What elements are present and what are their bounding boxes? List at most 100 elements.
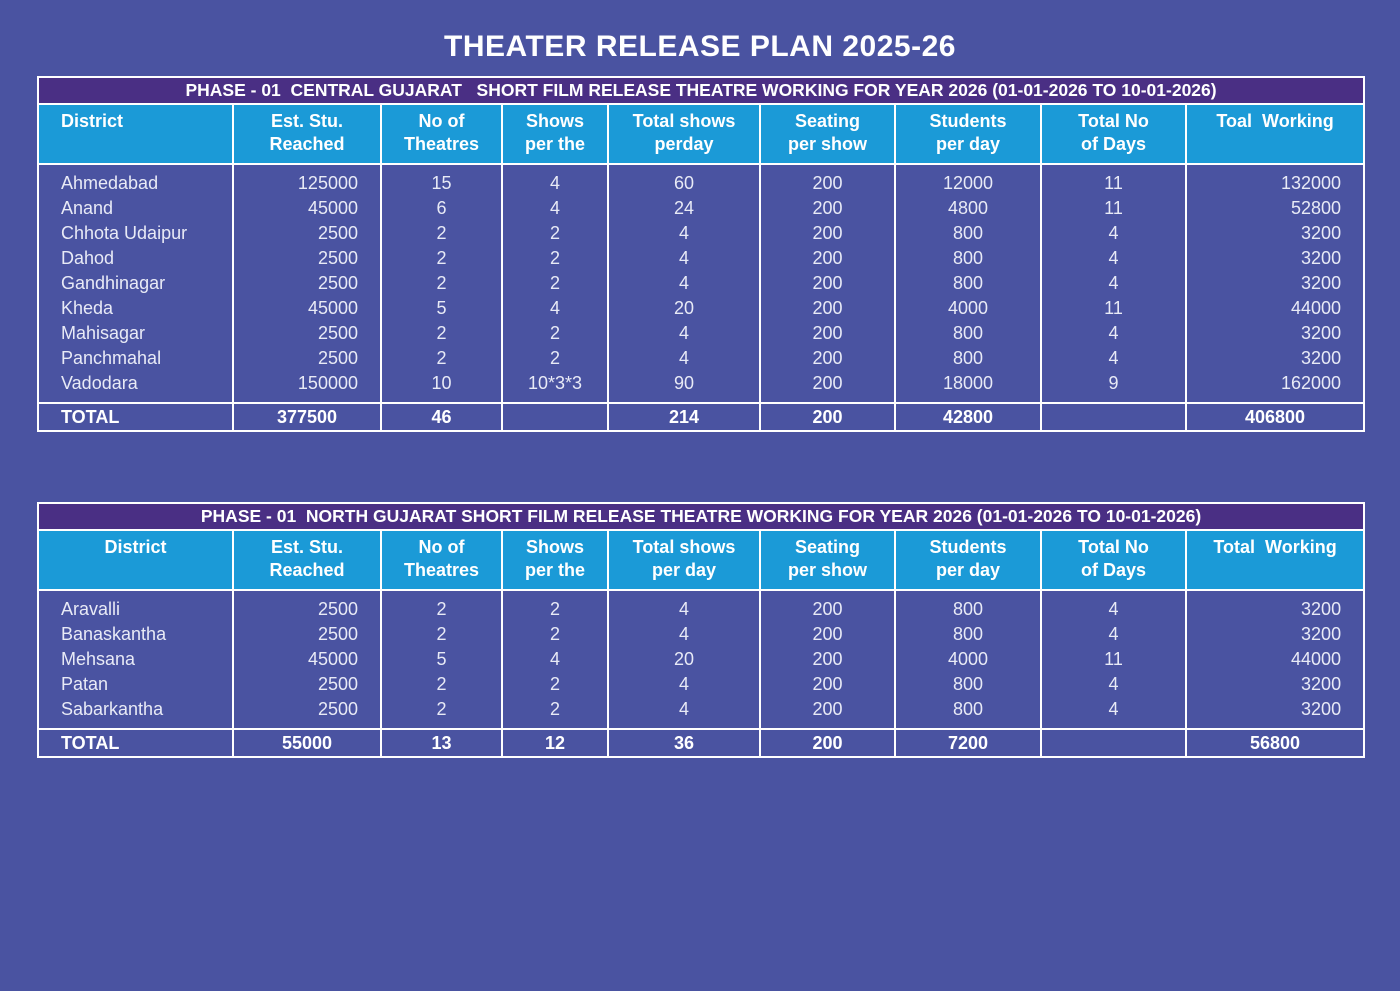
column-header: No of Theatres [380, 529, 503, 591]
table-cell: Chhota Udaipur [37, 221, 234, 246]
column-header: Est. Stu. Reached [232, 529, 382, 591]
header-line: Total No [1078, 537, 1149, 557]
table-cell: 4 [1040, 672, 1187, 697]
data-row: Patan 2500 2 2 4 200 800 4 3200 [37, 672, 1366, 697]
table-cell: 2 [380, 697, 503, 729]
table-cell: 11 [1040, 164, 1187, 196]
table-cell: 800 [894, 321, 1042, 346]
table-cell: 2 [380, 246, 503, 271]
table-cell: 4000 [894, 647, 1042, 672]
total-cell: 46 [380, 402, 503, 432]
table-cell: 3200 [1184, 590, 1366, 622]
total-cell: TOTAL [37, 728, 234, 758]
column-header: Shows per the [501, 529, 609, 591]
table-cell: 2500 [232, 622, 382, 647]
total-cell: 36 [607, 728, 761, 758]
total-cell: 200 [759, 728, 896, 758]
table-cell: 3200 [1184, 697, 1366, 729]
data-row: Dahod 2500 2 2 4 200 800 4 3200 [37, 246, 1366, 271]
data-row: Chhota Udaipur 2500 2 2 4 200 800 4 3200 [37, 221, 1366, 246]
table-cell: 4 [1040, 271, 1187, 296]
table-cell: 4 [607, 590, 761, 622]
table-cell: 2 [501, 271, 609, 296]
column-header: Total Working [1184, 529, 1366, 591]
data-row: Ahmedabad 125000 15 4 60 200 12000 11 132000 [37, 164, 1366, 196]
total-cell [1040, 402, 1187, 432]
table-cell: Vadodara [37, 371, 234, 403]
data-row: Panchmahal 2500 2 2 4 200 800 4 3200 [37, 346, 1366, 371]
table-cell: 4 [1040, 697, 1187, 729]
table-cell: 11 [1040, 647, 1187, 672]
table-cell: 2 [380, 590, 503, 622]
table-cell: 800 [894, 346, 1042, 371]
table-cell: 2500 [232, 246, 382, 271]
table-cell: 5 [380, 296, 503, 321]
caption-row: PHASE - 01 CENTRAL GUJARAT SHORT FILM RE… [36, 76, 1366, 105]
table-cell: 5 [380, 647, 503, 672]
column-header: Total No of Days [1040, 529, 1187, 591]
table-cell: 2 [501, 697, 609, 729]
header-line: per show [787, 560, 867, 580]
table-cell: 2 [501, 590, 609, 622]
table-cell: Sabarkantha [37, 697, 234, 729]
table-cell: Kheda [37, 296, 234, 321]
header-line: Total shows [632, 537, 736, 557]
header-line: of Days [1080, 560, 1147, 580]
column-header: District [37, 103, 234, 165]
header-row: District Est. Stu. Reached No of Theatres Sho… [37, 529, 1366, 591]
table-cell: 4800 [894, 196, 1042, 221]
data-row: Vadodara 150000 10 10*3*3 90 200 18000 9 162000 [37, 371, 1366, 403]
table-cell: 2500 [232, 672, 382, 697]
table-cell: 4 [607, 321, 761, 346]
table-cell: 3200 [1184, 346, 1366, 371]
table-caption: PHASE - 01 CENTRAL GUJARAT SHORT FILM RE… [36, 76, 1366, 105]
header-line: Toal Working [1216, 111, 1334, 131]
total-cell: 13 [380, 728, 503, 758]
table-cell: 200 [759, 697, 896, 729]
table-cell: 4000 [894, 296, 1042, 321]
table-cell: 800 [894, 221, 1042, 246]
table-cell: 4 [607, 271, 761, 296]
table-cell: 52800 [1184, 196, 1366, 221]
header-line: perday [654, 134, 714, 154]
table-cell: Banaskantha [37, 622, 234, 647]
caption-row: PHASE - 01 NORTH GUJARAT SHORT FILM RELE… [36, 502, 1366, 531]
table-cell: 2500 [232, 697, 382, 729]
table-cell: 132000 [1184, 164, 1366, 196]
header-line: Theatres [403, 560, 480, 580]
header-line: Reached [269, 560, 345, 580]
table-cell: Dahod [37, 246, 234, 271]
total-cell [501, 402, 609, 432]
table-cell: 200 [759, 346, 896, 371]
table-cell: 200 [759, 271, 896, 296]
table-cell: 10 [380, 371, 503, 403]
column-header: Shows per the [501, 103, 609, 165]
table-cell: Anand [37, 196, 234, 221]
table-cell: 4 [1040, 321, 1187, 346]
table-cell: 60 [607, 164, 761, 196]
table-cell: 3200 [1184, 321, 1366, 346]
total-cell: TOTAL [37, 402, 234, 432]
table-cell: 800 [894, 622, 1042, 647]
table-cell: 4 [501, 164, 609, 196]
table-cell: 2 [380, 321, 503, 346]
header-line: Shows [525, 111, 584, 131]
total-cell [1040, 728, 1187, 758]
header-line: Est. Stu. [270, 111, 343, 131]
header-line: District [104, 537, 167, 557]
table-cell: 24 [607, 196, 761, 221]
header-line: Total No [1078, 111, 1149, 131]
table-cell: 4 [607, 246, 761, 271]
table-cell: 800 [894, 246, 1042, 271]
total-cell: 56800 [1184, 728, 1366, 758]
table-cell: 10*3*3 [501, 371, 609, 403]
header-line: per day [651, 560, 717, 580]
table-cell: 3200 [1184, 672, 1366, 697]
header-line: Seating [794, 111, 860, 131]
table-cell: 4 [501, 647, 609, 672]
table-cell: 20 [607, 647, 761, 672]
column-header: Total shows perday [607, 103, 761, 165]
header-line: Students [929, 537, 1007, 557]
table-cell: 200 [759, 647, 896, 672]
page-title: THEATER RELEASE PLAN 2025-26 [444, 30, 956, 63]
